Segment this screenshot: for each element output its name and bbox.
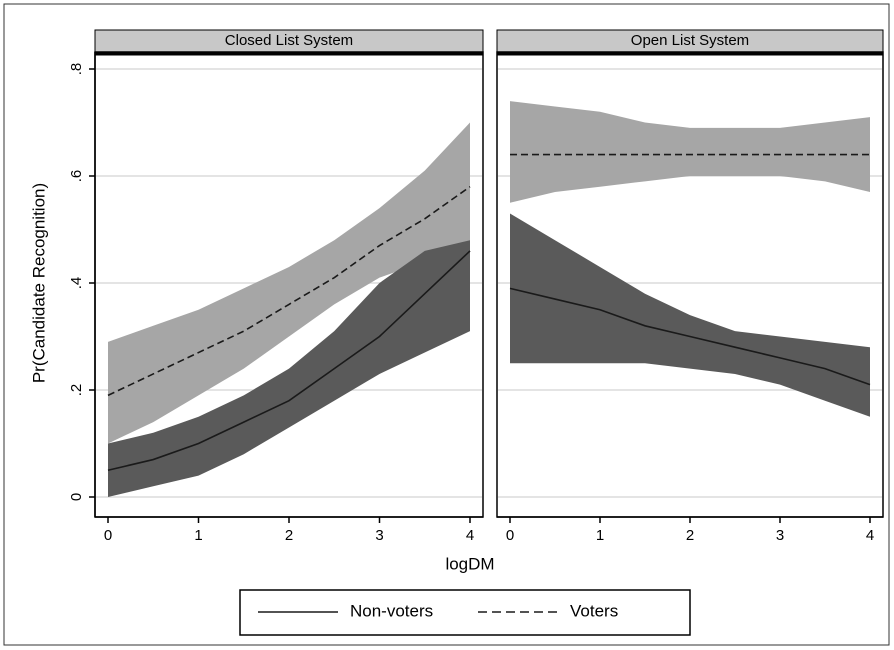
y-tick-label: 0: [68, 493, 85, 501]
y-tick-label: .4: [68, 277, 85, 290]
series-line: [509, 287, 871, 386]
x-tick-label: 0: [104, 527, 112, 544]
confidence-band: [510, 101, 870, 203]
confidence-band: [108, 122, 470, 444]
x-tick-label: 4: [866, 527, 874, 544]
x-tick-label: 2: [686, 527, 694, 544]
y-tick-label: .2: [68, 384, 85, 397]
panel-title: Open List System: [631, 32, 749, 49]
confidence-band: [510, 213, 870, 417]
legend-label: Voters: [570, 601, 618, 620]
x-tick-label: 2: [285, 527, 293, 544]
x-tick-label: 1: [194, 527, 202, 544]
series-line: [107, 250, 471, 472]
x-tick-label: 3: [776, 527, 784, 544]
x-tick-label: 3: [375, 527, 383, 544]
y-tick-label: .8: [68, 63, 85, 76]
x-axis-title: logDM: [445, 554, 494, 573]
x-tick-label: 1: [596, 527, 604, 544]
y-axis-title: Pr(Candidate Recognition): [29, 183, 48, 383]
x-tick-label: 0: [506, 527, 514, 544]
panel-title: Closed List System: [225, 32, 353, 49]
y-tick-label: .6: [68, 170, 85, 183]
series-line: [107, 186, 471, 397]
x-tick-label: 4: [466, 527, 474, 544]
legend-label: Non-voters: [350, 601, 433, 620]
confidence-band: [108, 240, 470, 497]
